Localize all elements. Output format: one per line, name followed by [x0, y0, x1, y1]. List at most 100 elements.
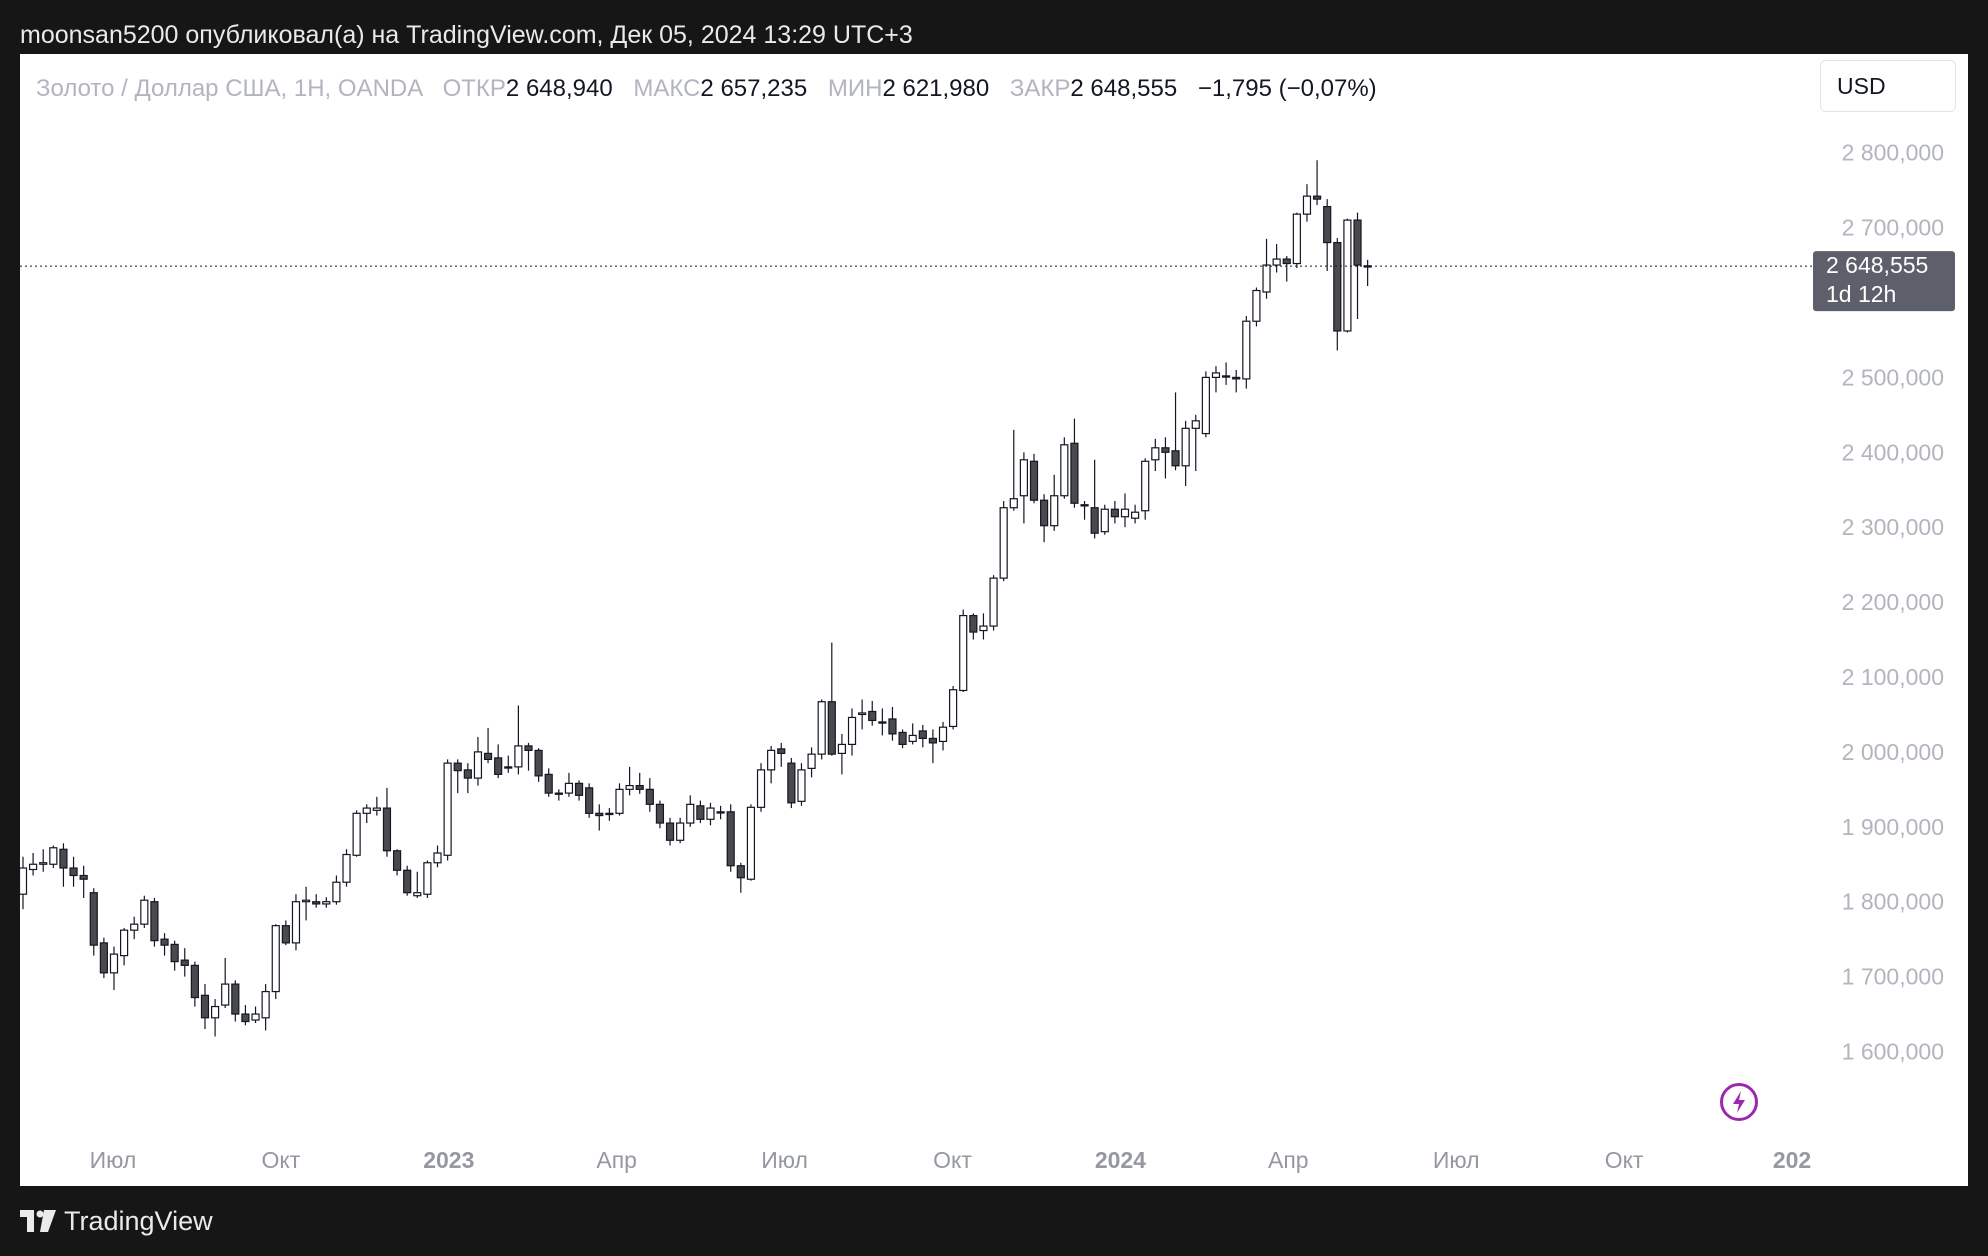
candlestick-chart[interactable]: 1 600,000 1 700,000 1 800,000 1 900,000 2 00…: [20, 54, 1968, 1186]
candle-body: [392, 850, 402, 871]
candle-body: [1262, 264, 1271, 293]
candle-body: [1100, 508, 1109, 533]
candle: [1029, 453, 1039, 504]
candle: [443, 759, 452, 861]
candle: [716, 805, 725, 820]
candle-body: [928, 737, 938, 744]
price-axis-label: 2 800,000: [1842, 140, 1944, 166]
lightning-bolt-icon[interactable]: [1720, 1083, 1758, 1121]
candle: [332, 875, 341, 905]
low-label: МИН: [827, 75, 883, 102]
candle-body: [1060, 444, 1069, 497]
candle: [231, 980, 240, 1022]
candle-body: [918, 730, 927, 740]
candle-body: [1323, 206, 1332, 244]
candle: [453, 759, 462, 794]
candle-body: [847, 716, 857, 746]
candle: [392, 849, 402, 876]
candle-body: [625, 785, 634, 790]
candle: [898, 729, 907, 749]
candle-body: [605, 812, 614, 816]
candle: [150, 897, 159, 947]
tradingview-brand[interactable]: TradingView: [20, 1204, 213, 1238]
candle: [959, 609, 968, 692]
candle-body: [777, 748, 786, 754]
currency-button[interactable]: USD: [1820, 60, 1956, 112]
candle-body: [1242, 320, 1251, 380]
candle: [49, 845, 58, 868]
candle: [746, 804, 756, 881]
candle-body: [1292, 213, 1301, 265]
candle: [342, 849, 351, 887]
candle: [969, 613, 978, 640]
candle: [251, 1006, 260, 1024]
price-axis-label: 2 000,000: [1842, 739, 1944, 765]
price-axis-label: 2 200,000: [1842, 589, 1944, 615]
candle-body: [949, 689, 958, 728]
price-tag: 2 648,555 1d 12h: [1813, 251, 1955, 312]
time-axis[interactable]: Июл Окт 2023 Апр Июл Окт 2024 Апр Июл Окт 202: [90, 1147, 1812, 1173]
candle-body: [423, 862, 432, 895]
candle: [301, 886, 311, 921]
candle-body: [119, 929, 129, 957]
candle: [554, 789, 563, 801]
candle: [1262, 238, 1271, 299]
candle: [989, 575, 998, 631]
change-value: −1,795 (−0,07%): [1197, 75, 1377, 102]
candle-body: [190, 964, 199, 999]
candle-body: [999, 507, 1008, 579]
candle-body: [322, 901, 331, 905]
candle: [787, 757, 796, 809]
candle-body: [817, 701, 826, 755]
candle: [888, 706, 897, 741]
candle: [595, 804, 604, 831]
symbol-label[interactable]: Золото / Доллар США, 1Н, OANDA: [36, 75, 422, 102]
candle-body: [585, 787, 594, 814]
candle-body: [200, 994, 210, 1019]
candle: [807, 747, 816, 778]
candle-body: [109, 953, 119, 974]
candle: [1292, 212, 1301, 269]
candle: [362, 804, 371, 824]
time-axis-label: 202: [1773, 1147, 1811, 1173]
candle-body: [372, 807, 381, 811]
price-axis-label: 1 800,000: [1842, 889, 1944, 915]
candle-body: [858, 712, 867, 716]
candle-body: [221, 983, 230, 1006]
candle: [1353, 212, 1362, 319]
candle-body: [1211, 372, 1221, 379]
candle-body: [49, 847, 58, 865]
candle: [1181, 420, 1190, 487]
candle: [585, 783, 594, 818]
candle: [160, 933, 169, 956]
candle: [473, 736, 483, 786]
candle-body: [69, 867, 78, 877]
candle: [1080, 500, 1089, 520]
candle: [534, 748, 543, 782]
time-axis-label: Апр: [1268, 1147, 1309, 1173]
price-axis[interactable]: 1 600,000 1 700,000 1 800,000 1 900,000 2 00…: [1842, 140, 1944, 1065]
candle-body: [989, 577, 998, 627]
candle-body: [413, 892, 422, 897]
candle: [1343, 218, 1352, 333]
candle: [1252, 287, 1261, 327]
candle-body: [1221, 375, 1231, 378]
candle: [281, 920, 290, 946]
candle-body: [251, 1013, 260, 1021]
candle: [89, 888, 98, 956]
chart-panel[interactable]: 1 600,000 1 700,000 1 800,000 1 900,000 2 00…: [20, 54, 1968, 1186]
candle-body: [332, 881, 341, 903]
candle: [1211, 366, 1221, 393]
candle-body: [938, 726, 948, 743]
candle: [1201, 371, 1210, 438]
candle: [1040, 494, 1049, 543]
time-axis-label: Апр: [596, 1147, 637, 1173]
candle: [190, 961, 199, 1007]
candle-body: [1151, 447, 1160, 461]
candle: [1302, 184, 1312, 222]
candle-body: [827, 701, 836, 755]
candle-body: [595, 812, 604, 817]
candle-body: [787, 762, 796, 804]
time-axis-label: 2024: [1095, 1147, 1146, 1173]
candle-body: [837, 743, 847, 754]
